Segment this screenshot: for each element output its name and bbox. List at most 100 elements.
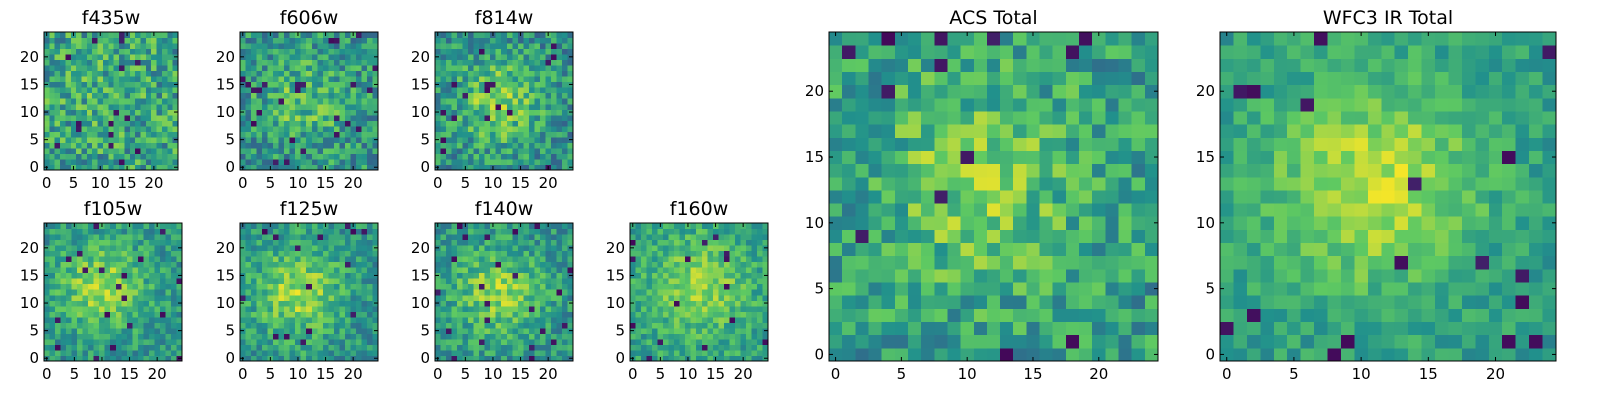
heatmap-cell xyxy=(322,65,329,72)
heatmap-cell xyxy=(339,228,346,235)
heatmap-cell xyxy=(145,48,152,55)
heatmap-cell xyxy=(501,153,508,160)
heatmap-cell xyxy=(446,245,453,252)
heatmap-cell xyxy=(143,278,150,285)
heatmap-cell xyxy=(718,289,725,296)
heatmap-cell xyxy=(842,321,856,336)
heatmap-cell xyxy=(462,234,469,241)
heatmap-cell xyxy=(322,311,329,318)
heatmap-cell xyxy=(70,109,77,116)
heatmap-cell xyxy=(451,32,458,39)
heatmap-cell xyxy=(333,250,340,257)
heatmap-cell xyxy=(344,278,351,285)
heatmap-cell xyxy=(273,338,280,345)
heatmap-cell xyxy=(685,300,692,307)
heatmap-cell xyxy=(170,239,177,246)
heatmap-cell xyxy=(679,250,686,257)
heatmap-cell xyxy=(350,239,357,246)
heatmap-cell xyxy=(148,278,155,285)
heatmap-cell xyxy=(495,294,502,301)
heatmap-cell xyxy=(462,131,469,138)
x-tick-label: 10 xyxy=(288,174,307,192)
heatmap-cell xyxy=(350,48,357,55)
heatmap-cell xyxy=(473,267,480,274)
y-tick-label: 15 xyxy=(20,75,39,93)
heatmap-cell xyxy=(311,103,318,110)
heatmap-cell xyxy=(99,300,106,307)
heatmap-cell xyxy=(289,311,296,318)
x-tick-label: 5 xyxy=(656,365,666,383)
heatmap-cell xyxy=(366,349,373,356)
heatmap-cell xyxy=(534,272,541,279)
heatmap-cell xyxy=(652,245,659,252)
heatmap-cell xyxy=(240,125,247,132)
heatmap-cell xyxy=(663,228,670,235)
heatmap-cell xyxy=(729,256,736,263)
heatmap-cell xyxy=(567,267,574,274)
heatmap-cell xyxy=(44,37,50,44)
heatmap-cell xyxy=(267,131,274,138)
heatmap-cell xyxy=(495,278,502,285)
heatmap-cells xyxy=(44,223,183,362)
heatmap-cell xyxy=(457,338,464,345)
heatmap-cell xyxy=(289,261,296,268)
heatmap-cell xyxy=(685,261,692,268)
heatmap-cell xyxy=(490,48,497,55)
heatmap-cell xyxy=(567,37,574,44)
heatmap-cell xyxy=(129,131,136,138)
heatmap-cell xyxy=(696,294,703,301)
heatmap-cell xyxy=(495,37,502,44)
heatmap-cell xyxy=(567,131,574,138)
heatmap-cell xyxy=(245,327,252,334)
heatmap-cell xyxy=(245,54,252,61)
heatmap-cell xyxy=(501,338,508,345)
heatmap-cell xyxy=(317,294,324,301)
heatmap-cell xyxy=(1026,282,1041,296)
heatmap-cell xyxy=(973,176,988,191)
heatmap-cell xyxy=(284,300,291,307)
heatmap-cell xyxy=(355,294,362,301)
heatmap-cell xyxy=(657,228,664,235)
heatmap-cell xyxy=(630,316,637,323)
heatmap-cell xyxy=(473,59,480,66)
heatmap-cell xyxy=(729,283,736,290)
heatmap-cell xyxy=(151,43,158,50)
heatmap-cell xyxy=(322,98,329,105)
heatmap-cell xyxy=(284,355,291,362)
heatmap-cell xyxy=(113,120,120,127)
heatmap-cell xyxy=(440,136,447,143)
heatmap-cell xyxy=(306,300,313,307)
heatmap-cell xyxy=(77,333,84,340)
heatmap-cell xyxy=(534,59,541,66)
heatmap-cell xyxy=(245,311,252,318)
heatmap-cell xyxy=(663,327,670,334)
heatmap-cell xyxy=(451,322,458,329)
heatmap-cell xyxy=(49,294,56,301)
heatmap-cell xyxy=(539,316,546,323)
heatmap-cell xyxy=(829,295,843,309)
heatmap-cell xyxy=(652,250,659,257)
heatmap-cell xyxy=(495,261,502,268)
heatmap-cell xyxy=(550,120,557,127)
heatmap-cell xyxy=(534,103,541,110)
heatmap-cell xyxy=(278,147,285,154)
heatmap-cell xyxy=(339,131,346,138)
heatmap-cell xyxy=(868,229,883,244)
heatmap-cell xyxy=(344,81,351,88)
heatmap-cell xyxy=(317,272,324,279)
heatmap-cell xyxy=(113,125,120,132)
heatmap-cell xyxy=(473,164,480,171)
heatmap-cell xyxy=(245,81,252,88)
heatmap-cell xyxy=(473,311,480,318)
heatmap-cell xyxy=(328,54,335,61)
heatmap-cell xyxy=(729,349,736,356)
heatmap-cell xyxy=(99,234,106,241)
heatmap-cell xyxy=(490,261,497,268)
heatmap-cell xyxy=(140,131,147,138)
heatmap-cell xyxy=(322,54,329,61)
heatmap-cell xyxy=(86,164,93,171)
heatmap-cell xyxy=(159,311,166,318)
heatmap-cell xyxy=(473,278,480,285)
heatmap-cell xyxy=(92,32,99,39)
heatmap-cell xyxy=(960,229,975,244)
